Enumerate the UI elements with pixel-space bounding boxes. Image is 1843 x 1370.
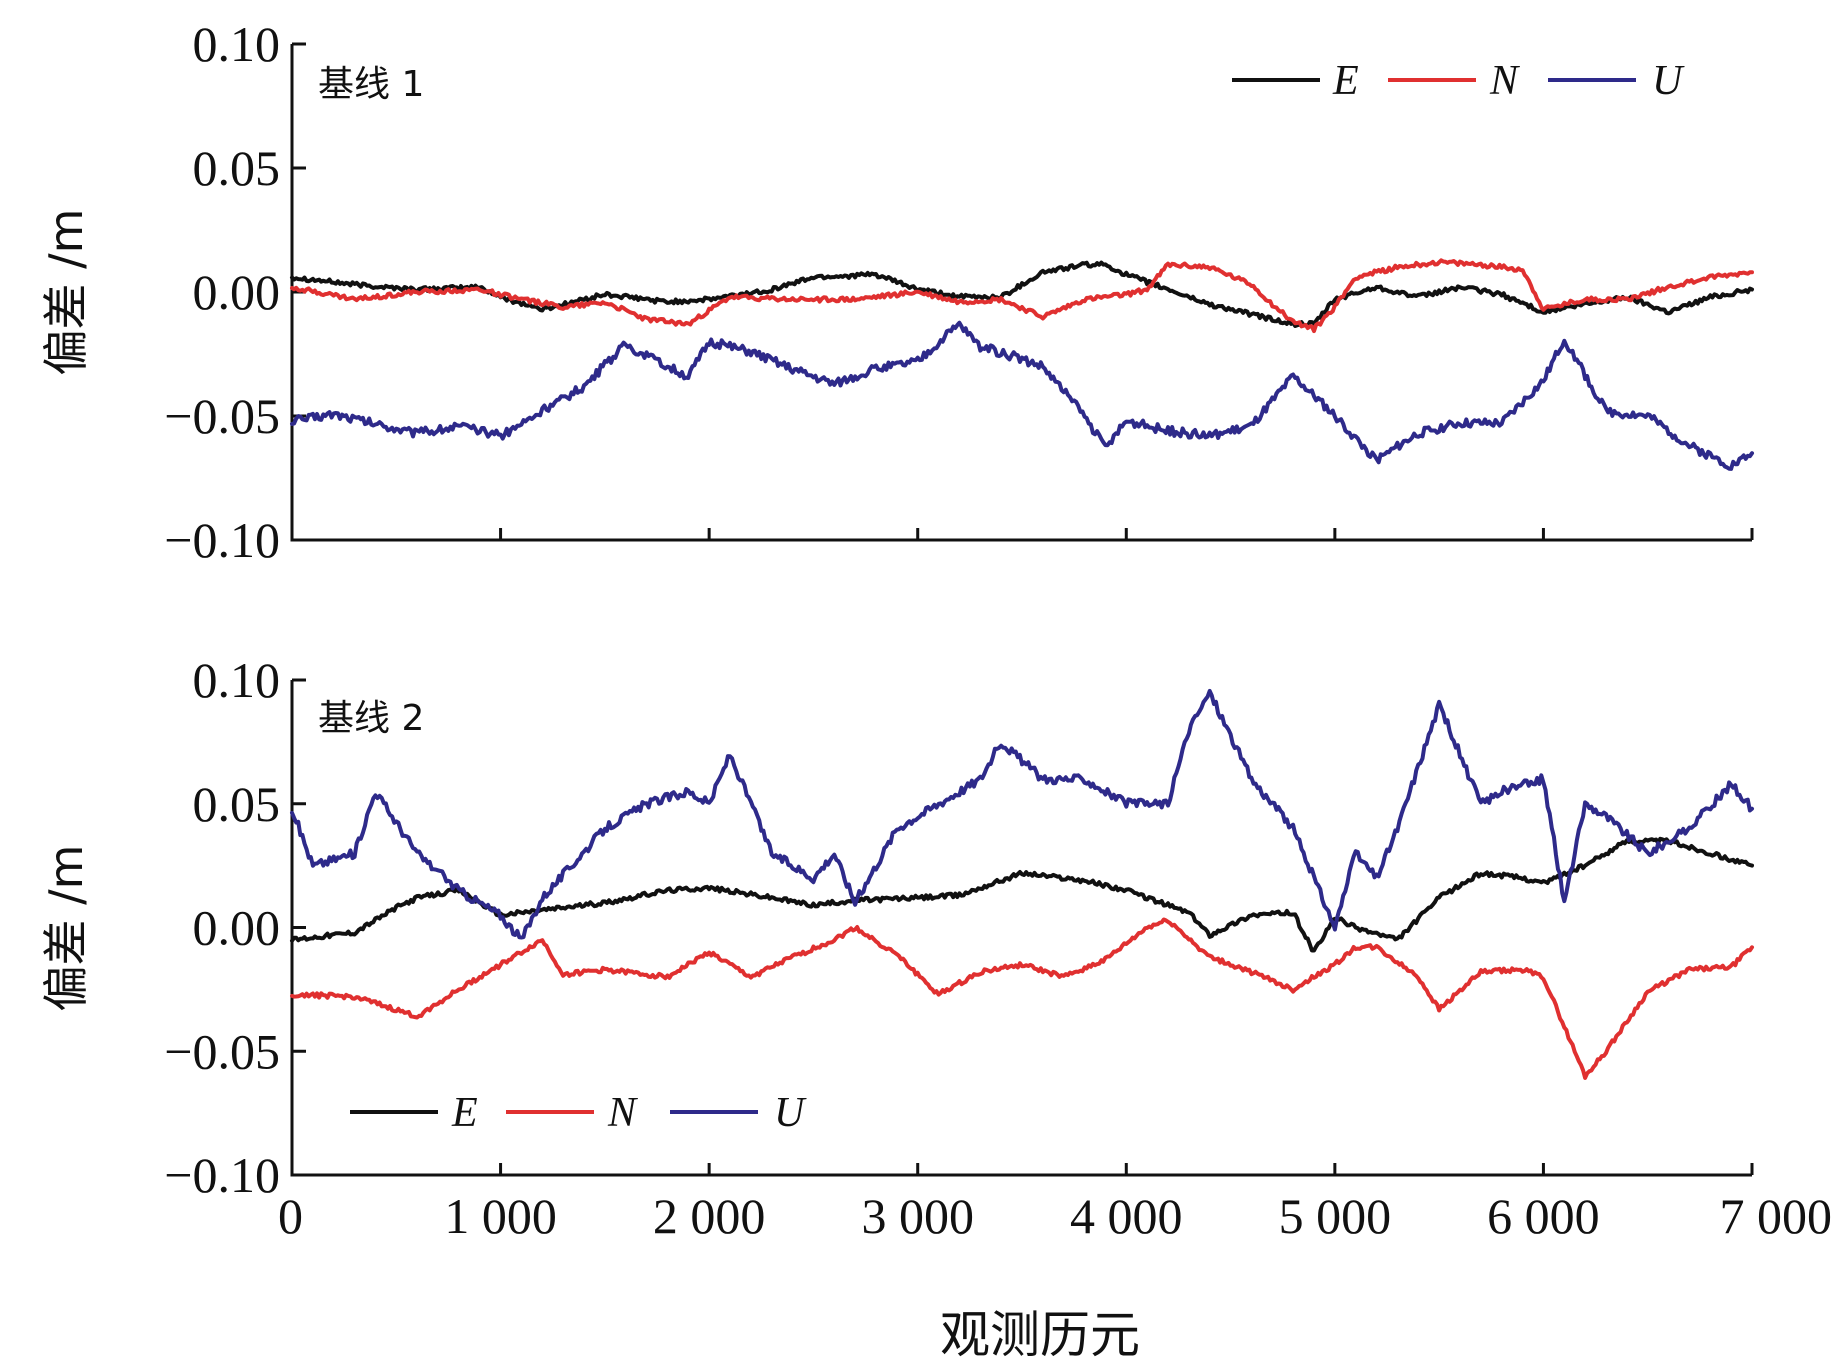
panel-1-x-ticks [290,528,1754,540]
x-tick-label: 5 000 [1279,1188,1392,1244]
series-line-E [290,260,1754,329]
x-tick-label: 4 000 [1070,1188,1183,1244]
series-line-U [290,320,1754,471]
panel-1-y-axis-label: 偏差 /m [39,209,93,376]
panel-2-x-ticks: 0 1 000 2 000 3 000 4 000 5 000 6 000 7 000 [278,1163,1832,1244]
panel-2-series [290,688,1754,1080]
panel-baseline-1: −0.10 −0.05 0.00 0.05 0.10 基线 1 偏差 /m E N U [39,16,1754,568]
y-tick-label: 0.00 [193,900,281,956]
series-line-N [290,258,1754,334]
panel-2-label: 基线 2 [318,698,424,739]
legend-1-U-label: U [1652,58,1685,104]
panel-1-legend: E N U [1232,58,1685,104]
panel-baseline-2: −0.10 −0.05 0.00 0.05 0.10 0 1 000 2 000 3 000 4… [39,652,1832,1244]
legend-1-N-label: N [1489,58,1520,104]
legend-2-U-label: U [774,1090,807,1136]
panel-2-y-ticks: −0.10 −0.05 0.00 0.05 0.10 [164,652,306,1203]
x-tick-label: 1 000 [444,1188,557,1244]
legend-2-N-label: N [607,1090,638,1136]
x-tick-label: 0 [278,1188,303,1244]
series-line-U [290,688,1754,940]
x-tick-label: 6 000 [1487,1188,1600,1244]
series-line-N [290,917,1754,1080]
y-tick-label: 0.00 [193,264,281,320]
panel-1-series [290,258,1754,471]
x-tick-label: 3 000 [861,1188,974,1244]
legend-2-E-label: E [451,1090,478,1136]
y-tick-label: 0.05 [193,140,281,196]
y-tick-label: −0.10 [164,512,280,568]
x-tick-label: 7 000 [1720,1188,1833,1244]
legend-1-E-label: E [1332,58,1359,104]
x-axis-label: 观测历元 [940,1306,1140,1364]
y-tick-label: 0.05 [193,776,281,832]
y-tick-label: 0.10 [193,16,281,72]
panel-2-y-axis-label: 偏差 /m [39,845,93,1012]
y-tick-label: 0.10 [193,652,281,708]
panel-1-label: 基线 1 [318,64,424,105]
y-tick-label: −0.05 [164,388,280,444]
y-tick-label: −0.10 [164,1147,280,1203]
y-tick-label: −0.05 [164,1023,280,1079]
panel-1-y-ticks: −0.10 −0.05 0.00 0.05 0.10 [164,16,306,568]
x-tick-label: 2 000 [653,1188,766,1244]
panel-2-legend: E N U [350,1090,807,1136]
